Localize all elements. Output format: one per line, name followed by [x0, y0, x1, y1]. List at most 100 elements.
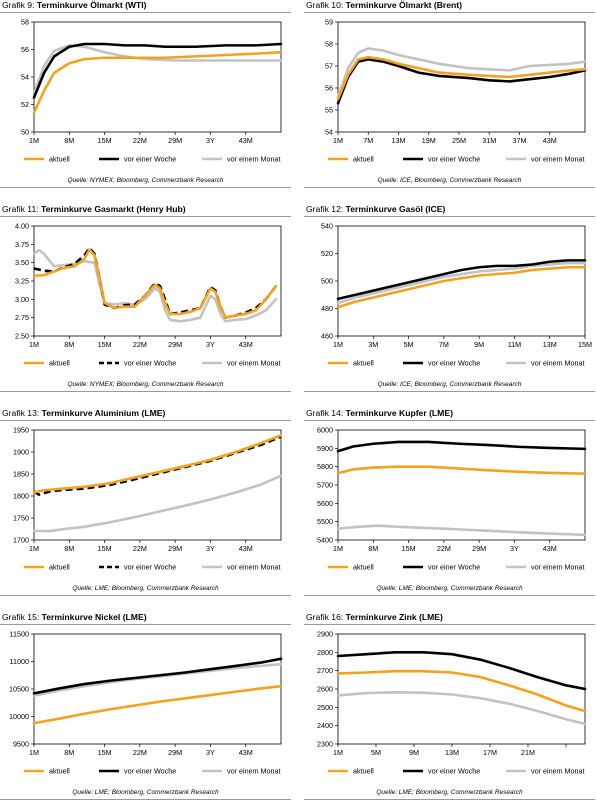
x-tick-label: 1M	[29, 340, 39, 349]
x-tick-label: 22M	[133, 748, 147, 757]
legend-label: vor einer Woche	[428, 767, 480, 776]
y-tick-label: 11000	[10, 657, 29, 666]
separator-line	[0, 187, 291, 188]
chart-number: Grafik 15:	[2, 612, 40, 622]
chart-title: Grafik 15: Terminkurve Nickel (LME)	[2, 612, 147, 623]
series-line-vor-einem-Monat	[32, 248, 278, 323]
series-line-aktuell	[336, 669, 587, 713]
x-tick-label: 8M	[64, 748, 74, 757]
line-chart: 5400 5500 5600 5700 5800 5900 6000 1M 8M 15M 22M 29…	[317, 426, 587, 572]
x-tick-label: 1M	[333, 340, 343, 349]
chart-title-text: Terminkurve Gasmarkt (Henry Hub)	[41, 204, 186, 214]
x-tick-label: 3M	[368, 340, 378, 349]
y-tick-label: 4.00	[15, 222, 29, 231]
x-tick-label: 29M	[168, 544, 182, 553]
x-tick-label: 3Y	[206, 748, 215, 757]
y-tick-label: 3.25	[15, 277, 29, 286]
y-tick-label: 1850	[13, 470, 29, 479]
y-tick-label: 55	[325, 106, 333, 115]
x-tick-label: 31M	[482, 136, 496, 145]
chart-panel-kupfer: Grafik 14: Terminkurve Kupfer (LME) Quell…	[304, 408, 595, 608]
chart-panel-wti: Grafik 9: Terminkurve Ölmarkt (WTI) Quell…	[0, 0, 291, 200]
chart-number: Grafik 11:	[2, 204, 39, 214]
series-line-vor-einer-Woche	[336, 58, 587, 105]
x-tick-label: 8M	[64, 136, 74, 145]
chart-title: Grafik 14: Terminkurve Kupfer (LME)	[306, 408, 453, 419]
y-tick-label: 2800	[317, 648, 333, 657]
x-tick-label: 15M	[98, 748, 112, 757]
legend-label: vor einem Monat	[531, 563, 585, 572]
y-tick-label: 520	[321, 249, 333, 258]
x-tick-label: 11M	[508, 340, 521, 349]
x-tick-label: 7M	[439, 340, 449, 349]
chart-number: Grafik 13:	[2, 408, 40, 418]
y-tick-label: 5600	[317, 499, 333, 508]
plot-frame	[337, 429, 586, 541]
separator-line	[304, 595, 595, 596]
x-tick-label: 1M	[333, 136, 343, 145]
y-tick-label: 2900	[317, 630, 333, 639]
legend-label: vor einer Woche	[428, 155, 480, 164]
chart-title-text: Terminkurve Gasöl (ICE)	[345, 204, 446, 214]
y-tick-label: 58	[21, 18, 29, 27]
chart-source: Quelle: NYMEX; Bloomberg, Commerzbank Re…	[67, 381, 224, 388]
x-tick-label: 9M	[409, 748, 419, 757]
x-tick-label: 3Y	[206, 544, 215, 553]
x-tick-label: 29M	[472, 544, 486, 553]
x-tick-label: 3Y	[206, 136, 215, 145]
y-tick-label: 5500	[317, 517, 333, 526]
x-tick-label: 13M	[543, 340, 557, 349]
legend-label: aktuell	[49, 767, 70, 776]
chart-number: Grafik 12:	[306, 204, 344, 214]
x-tick-label: 43M	[543, 136, 557, 145]
series-line-aktuell	[336, 465, 587, 475]
y-tick-label: 5700	[317, 481, 333, 490]
plot-frame	[33, 21, 282, 133]
legend-label: vor einer Woche	[428, 359, 480, 368]
series-line-vor-einem-Monat	[336, 524, 587, 537]
chart-title-text: Terminkurve Kupfer (LME)	[345, 408, 453, 418]
series-line-aktuell	[32, 684, 283, 725]
series-line-aktuell	[32, 248, 278, 319]
x-tick-label: 15M	[98, 544, 112, 553]
legend-label: vor einem Monat	[531, 155, 585, 164]
y-tick-label: 54	[325, 128, 333, 137]
y-tick-label: 1950	[13, 426, 29, 435]
x-tick-label: 5M	[371, 748, 381, 757]
separator-line	[304, 187, 595, 188]
x-tick-label: 22M	[133, 136, 147, 145]
legend-label: vor einem Monat	[531, 767, 585, 776]
line-chart: 9500 10000 10500 11000 11500 1M 8M 15M 22M 29M 3Y 4…	[9, 630, 283, 776]
x-tick-label: 43M	[239, 544, 253, 553]
chart-panel-brent: Grafik 10: Terminkurve Ölmarkt (Brent) Qu…	[304, 0, 595, 200]
chart-title-text: Terminkurve Ölmarkt (WTI)	[36, 0, 147, 10]
x-tick-label: 13M	[445, 748, 459, 757]
y-tick-label: 2.50	[15, 332, 29, 341]
x-tick-label: 3Y	[206, 340, 215, 349]
y-tick-label: 2400	[317, 721, 333, 730]
separator-line	[0, 420, 291, 421]
plot-frame	[33, 429, 282, 541]
x-tick-label: 1M	[29, 748, 39, 757]
x-tick-label: 15M	[402, 544, 416, 553]
x-tick-label: 3Y	[510, 544, 519, 553]
legend-label: vor einem Monat	[531, 359, 585, 368]
series-line-aktuell	[32, 50, 283, 115]
y-tick-label: 460	[321, 332, 333, 341]
x-tick-label: 43M	[239, 136, 253, 145]
legend-label: aktuell	[353, 563, 374, 572]
legend-label: vor einer Woche	[124, 767, 176, 776]
line-chart: 460 480 500 520 540 1M 3M 5M 7M 9M 11M 13M 15M aktuel…	[321, 222, 592, 368]
chart-panel-nickel: Grafik 15: Terminkurve Nickel (LME) Quell…	[0, 612, 291, 812]
separator-line	[304, 12, 595, 13]
y-tick-label: 1900	[13, 448, 29, 457]
chart-title: Grafik 13: Terminkurve Aluminium (LME)	[2, 408, 165, 419]
y-tick-label: 5400	[317, 536, 333, 545]
chart-source: Quelle: ICE; Bloomberg, Commerzbank Rese…	[377, 381, 522, 388]
x-tick-label: 29M	[168, 136, 182, 145]
legend-label: aktuell	[49, 563, 70, 572]
y-tick-label: 540	[321, 222, 333, 231]
x-tick-label: 43M	[239, 340, 253, 349]
x-tick-label: 29M	[168, 748, 182, 757]
x-tick-label: 37M	[512, 136, 526, 145]
